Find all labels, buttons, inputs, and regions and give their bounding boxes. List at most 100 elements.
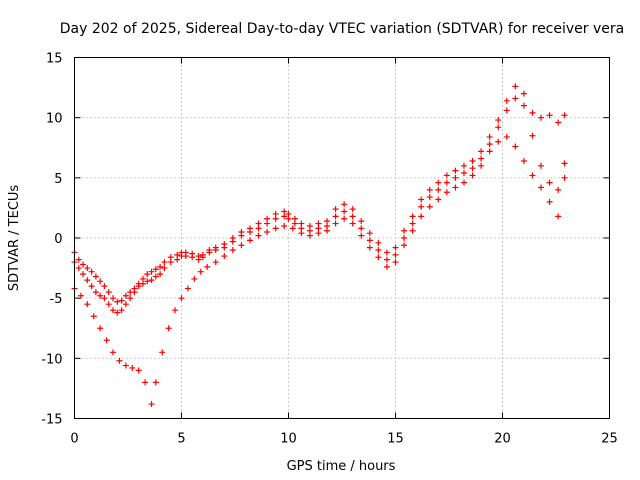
data-point (80, 261, 87, 268)
data-point (520, 157, 527, 164)
data-point (122, 301, 129, 308)
data-point (409, 227, 416, 234)
data-point (238, 228, 245, 235)
data-point (383, 249, 390, 256)
data-point (122, 292, 129, 299)
data-point (206, 247, 213, 254)
data-point (289, 225, 296, 232)
data-point (264, 215, 271, 222)
data-point (101, 283, 108, 290)
data-point (469, 165, 476, 172)
data-point (84, 265, 91, 272)
data-point (503, 97, 510, 104)
data-point (324, 218, 331, 225)
data-point (88, 283, 95, 290)
data-point (538, 162, 545, 169)
data-point (75, 256, 82, 263)
data-point (157, 263, 164, 270)
data-point (366, 230, 373, 237)
data-point (221, 241, 228, 248)
data-point (341, 201, 348, 208)
data-point (105, 301, 112, 308)
data-point (478, 162, 485, 169)
data-point (418, 213, 425, 220)
data-point (161, 265, 168, 272)
data-point (375, 247, 382, 254)
data-point (520, 102, 527, 109)
data-point (101, 295, 108, 302)
data-series (71, 83, 568, 305)
data-point (561, 160, 568, 167)
data-point (97, 292, 104, 299)
data-point (118, 307, 125, 314)
data-point (555, 119, 562, 126)
data-point (332, 213, 339, 220)
data-point (426, 194, 433, 201)
data-point (114, 298, 121, 305)
data-point (561, 174, 568, 181)
data-point (110, 307, 117, 314)
data-point (435, 179, 442, 186)
data-point (443, 172, 450, 179)
data-point (144, 278, 151, 285)
data-point (291, 215, 298, 222)
data-point (189, 250, 196, 257)
data-point (486, 133, 493, 140)
data-point (349, 220, 356, 227)
data-point (165, 325, 172, 332)
data-point (80, 271, 87, 278)
data-point (324, 227, 331, 234)
axis-ticks: 0 5 10 15 20 25 -15 -10 -5 0 5 10 15 (41, 52, 618, 447)
data-point (358, 218, 365, 225)
data-point (197, 268, 204, 275)
data-point (460, 162, 467, 169)
data-point (157, 271, 164, 278)
data-point (520, 90, 527, 97)
data-point (127, 295, 134, 302)
data-point (306, 222, 313, 229)
data-point (135, 280, 142, 287)
data-point (315, 230, 322, 237)
data-point (452, 167, 459, 174)
data-point (122, 362, 129, 369)
data-point (159, 349, 166, 356)
data-point (349, 213, 356, 220)
data-point (392, 251, 399, 258)
data-point (131, 285, 138, 292)
data-point (452, 184, 459, 191)
data-point (332, 206, 339, 213)
data-point (172, 307, 179, 314)
data-point (460, 170, 467, 177)
data-point (97, 278, 104, 285)
chart-title: Day 202 of 2025, Sidereal Day-to-day VTE… (60, 21, 624, 37)
data-point (110, 295, 117, 302)
data-point (383, 256, 390, 263)
data-point (512, 95, 519, 102)
data-point (341, 208, 348, 215)
data-point (409, 220, 416, 227)
data-point (90, 313, 97, 320)
y-tick-label: -5 (50, 292, 63, 307)
data-point (84, 301, 91, 308)
x-tick-label: 0 (70, 432, 78, 447)
plot-area (71, 83, 568, 408)
data-point (255, 232, 262, 239)
data-point (409, 213, 416, 220)
data-point (529, 109, 536, 116)
data-point (538, 114, 545, 121)
data-point (435, 196, 442, 203)
data-point (238, 242, 245, 249)
data-point (152, 273, 159, 280)
data-point (443, 179, 450, 186)
data-point (148, 401, 155, 408)
data-point (418, 203, 425, 210)
data-point (298, 220, 305, 227)
data-point (127, 289, 134, 296)
data-point (129, 364, 136, 371)
data-point (503, 107, 510, 114)
data-point (281, 222, 288, 229)
data-point (199, 251, 206, 258)
data-point (392, 244, 399, 251)
data-point (272, 225, 279, 232)
